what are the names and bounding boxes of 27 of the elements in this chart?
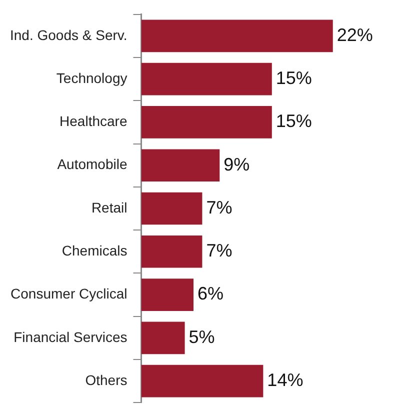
data-label: 14% xyxy=(267,370,304,390)
y-tick-label: Healthcare xyxy=(60,113,128,130)
bar xyxy=(141,106,272,138)
bar xyxy=(141,20,333,52)
y-tick-label: Ind. Goods & Serv. xyxy=(10,26,128,43)
y-tick-label: Chemicals xyxy=(62,242,128,258)
y-tick-label: Financial Services xyxy=(14,328,128,345)
data-label: 7% xyxy=(206,197,232,218)
data-label: 22% xyxy=(336,24,373,45)
bar xyxy=(141,62,272,96)
y-tick-label: Technology xyxy=(56,70,128,86)
y-tick-label: Others xyxy=(85,372,128,388)
data-label: 6% xyxy=(198,284,224,304)
bar xyxy=(141,149,220,182)
data-label: 5% xyxy=(188,326,215,347)
bar xyxy=(141,364,264,398)
y-tick-label: Consumer Cyclical xyxy=(10,286,128,302)
bar xyxy=(141,278,194,311)
data-label: 15% xyxy=(276,111,312,132)
y-tick-label: Retail xyxy=(91,199,128,216)
bar xyxy=(141,322,185,354)
data-label: 7% xyxy=(206,240,232,261)
bar xyxy=(141,192,202,225)
y-tick-label: Automobile xyxy=(57,156,128,172)
data-label: 15% xyxy=(276,68,312,88)
bar xyxy=(141,235,202,268)
data-label: 9% xyxy=(224,154,250,174)
